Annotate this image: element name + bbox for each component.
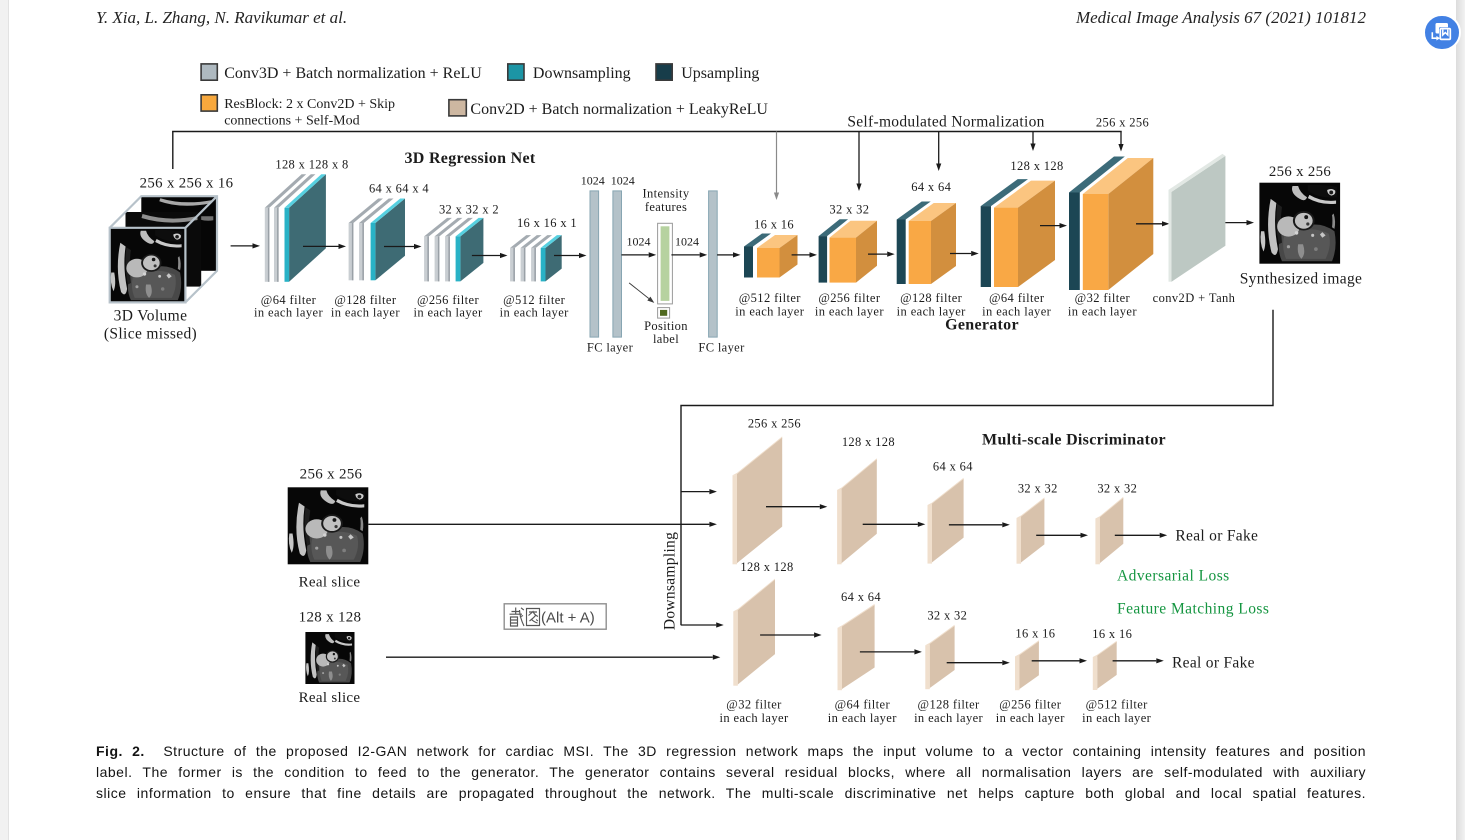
svg-text:64 x 64: 64 x 64	[841, 590, 881, 604]
svg-text:32 x 32: 32 x 32	[927, 609, 967, 623]
svg-text:1024: 1024	[675, 235, 699, 249]
svg-text:in each layer: in each layer	[413, 306, 482, 320]
svg-text:@512 filter: @512 filter	[739, 291, 802, 305]
svg-text:1024: 1024	[627, 235, 651, 249]
svg-text:Adversarial Loss: Adversarial Loss	[1117, 568, 1230, 585]
svg-text:in each layer: in each layer	[914, 711, 983, 725]
svg-text:Downsampling: Downsampling	[662, 532, 679, 630]
svg-text:@256 filter: @256 filter	[417, 293, 480, 307]
svg-text:Generator: Generator	[945, 317, 1019, 334]
svg-text:16 x 16: 16 x 16	[1092, 627, 1132, 641]
svg-text:features: features	[645, 200, 687, 214]
svg-text:in each layer: in each layer	[719, 711, 788, 725]
svg-text:ResBlock: 2 x Conv2D + Skip: ResBlock: 2 x Conv2D + Skip	[224, 97, 395, 112]
svg-text:in each layer: in each layer	[254, 306, 323, 320]
svg-text:32 x 32 x 2: 32 x 32 x 2	[439, 202, 499, 216]
svg-text:conv2D + Tanh: conv2D + Tanh	[1153, 291, 1236, 305]
svg-text:in each layer: in each layer	[815, 305, 884, 319]
svg-text:Real or Fake: Real or Fake	[1172, 654, 1255, 671]
svg-text:1024: 1024	[581, 173, 605, 187]
svg-text:16 x 16: 16 x 16	[754, 218, 794, 232]
svg-text:Position: Position	[644, 319, 688, 333]
svg-text:in each layer: in each layer	[1068, 305, 1137, 319]
svg-text:Downsampling: Downsampling	[533, 65, 631, 82]
svg-text:256 x 256: 256 x 256	[1269, 164, 1331, 180]
svg-text:128 x 128: 128 x 128	[740, 560, 793, 574]
svg-text:256 x 256: 256 x 256	[1096, 116, 1149, 130]
svg-text:@64 filter: @64 filter	[261, 293, 317, 307]
svg-text:in each layer: in each layer	[897, 305, 966, 319]
svg-text:32 x 32: 32 x 32	[1018, 482, 1058, 496]
svg-text:FC layer: FC layer	[587, 340, 634, 354]
svg-text:1024: 1024	[611, 173, 635, 187]
svg-text:128 x 128: 128 x 128	[842, 435, 895, 449]
svg-text:in each layer: in each layer	[996, 711, 1065, 725]
svg-text:@256 filter: @256 filter	[999, 697, 1062, 711]
svg-text:64 x 64 x 4: 64 x 64 x 4	[369, 181, 429, 195]
svg-text:16 x 16 x 1: 16 x 16 x 1	[517, 216, 577, 230]
svg-text:in each layer: in each layer	[500, 306, 569, 320]
svg-text:Real or Fake: Real or Fake	[1175, 527, 1258, 544]
svg-text:@256 filter: @256 filter	[818, 291, 881, 305]
svg-text:Multi-scale Discriminator: Multi-scale Discriminator	[982, 432, 1166, 449]
svg-text:Real slice: Real slice	[299, 690, 361, 706]
svg-text:64 x 64: 64 x 64	[933, 460, 973, 474]
svg-text:64 x 64: 64 x 64	[911, 180, 951, 194]
svg-text:32 x 32: 32 x 32	[1097, 482, 1137, 496]
svg-text:128 x 128: 128 x 128	[299, 609, 362, 625]
svg-text:Intensity: Intensity	[643, 187, 690, 201]
svg-text:@64 filter: @64 filter	[835, 697, 891, 711]
svg-text:in each layer: in each layer	[828, 711, 897, 725]
svg-text:256 x 256: 256 x 256	[748, 416, 801, 430]
svg-text:connections + Self-Mod: connections + Self-Mod	[224, 114, 359, 129]
svg-text:Real slice: Real slice	[299, 575, 361, 591]
svg-text:256 x 256 x 16: 256 x 256 x 16	[140, 176, 234, 192]
svg-text:in each layer: in each layer	[735, 305, 804, 319]
svg-text:@128 filter: @128 filter	[918, 697, 981, 711]
svg-text:FC layer: FC layer	[698, 340, 745, 354]
svg-text:@128 filter: @128 filter	[900, 291, 963, 305]
svg-text:in each layer: in each layer	[982, 305, 1051, 319]
svg-text:(Slice missed): (Slice missed)	[104, 326, 197, 343]
svg-text:@128 filter: @128 filter	[334, 293, 397, 307]
svg-text:@512 filter: @512 filter	[503, 293, 566, 307]
svg-text:(Alt + A): (Alt + A)	[541, 609, 595, 626]
svg-text:@32 filter: @32 filter	[726, 697, 782, 711]
svg-text:label: label	[653, 332, 679, 346]
svg-text:Self-modulated Normalization: Self-modulated Normalization	[847, 114, 1044, 131]
svg-text:128 x 128: 128 x 128	[1010, 159, 1063, 173]
svg-text:Conv3D + Batch normalization +: Conv3D + Batch normalization + ReLU	[224, 65, 482, 82]
svg-text:3D Volume: 3D Volume	[114, 308, 188, 325]
svg-text:3D Regression Net: 3D Regression Net	[404, 150, 535, 167]
svg-text:Synthesized image: Synthesized image	[1240, 271, 1363, 288]
svg-text:128 x 128 x 8: 128 x 128 x 8	[275, 158, 348, 172]
svg-text:256 x 256: 256 x 256	[300, 467, 363, 483]
svg-text:Feature Matching Loss: Feature Matching Loss	[1117, 601, 1269, 618]
svg-text:16 x 16: 16 x 16	[1015, 626, 1055, 640]
svg-text:Conv2D + Batch normalization +: Conv2D + Batch normalization + LeakyReLU	[470, 101, 768, 118]
svg-text:32 x 32: 32 x 32	[829, 203, 869, 217]
svg-text:@32 filter: @32 filter	[1075, 291, 1131, 305]
svg-text:in each layer: in each layer	[331, 306, 400, 320]
svg-text:in each layer: in each layer	[1082, 711, 1151, 725]
svg-text:@64 filter: @64 filter	[989, 291, 1045, 305]
svg-text:@512 filter: @512 filter	[1086, 697, 1149, 711]
svg-text:Upsampling: Upsampling	[681, 65, 759, 82]
